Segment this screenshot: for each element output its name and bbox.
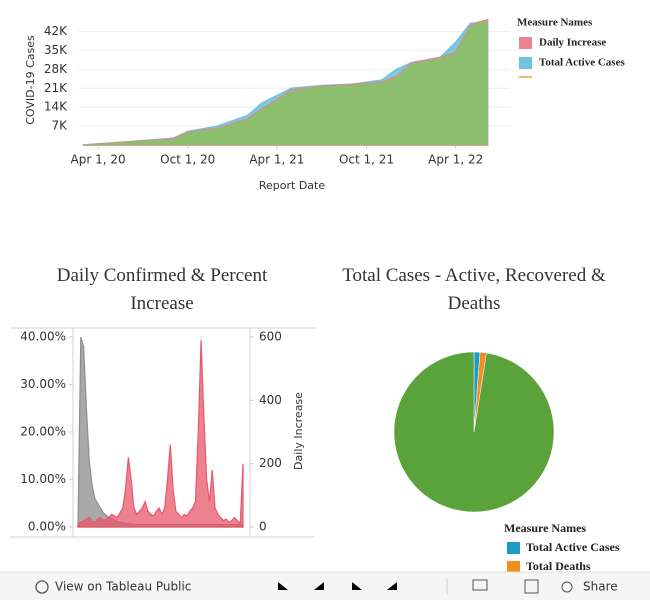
y-tick-label: 42K: [44, 24, 68, 38]
x-tick-label: Apr 1, 22: [428, 153, 483, 167]
legend-label: Total Deaths: [526, 559, 591, 573]
toolbar-link[interactable]: Share: [583, 580, 618, 594]
redo[interactable]: [314, 582, 324, 590]
chart-title: Total Cases - Active, Recovered & Deaths: [342, 265, 606, 314]
y-tick-label: 0.00%: [28, 520, 66, 534]
legend-swatch: [519, 37, 532, 49]
series-area: [77, 336, 244, 528]
download[interactable]: [472, 579, 488, 591]
y-axis-title: COVID-19 Cases: [24, 35, 37, 125]
legend-swatch: [507, 561, 520, 573]
fullscreen[interactable]: [524, 579, 539, 594]
legend-label: Daily Increase: [539, 37, 606, 49]
x-tick-label: Apr 1, 21: [249, 153, 304, 167]
legend-title: Measure Names: [504, 521, 586, 535]
area: [82, 20, 488, 146]
view-on-public[interactable]: View on Tableau Public: [35, 580, 191, 594]
y-tick-label: 28K: [44, 62, 68, 76]
y2-tick-label: 200: [259, 456, 282, 470]
legend-label: Total Active Cases: [526, 540, 620, 554]
y-tick-label: 35K: [44, 43, 68, 57]
y-tick-label: 7K: [51, 119, 68, 133]
y2-tick-label: 0: [259, 520, 267, 534]
revert[interactable]: [352, 582, 362, 590]
y-tick-label: 40.00%: [20, 330, 66, 344]
y2-axis-title: Daily Increase: [292, 392, 305, 470]
y-tick-label: 21K: [44, 81, 68, 95]
x-tick-label: Oct 1, 21: [339, 153, 394, 167]
y-tick-label: 30.00%: [20, 377, 66, 391]
legend-title: Measure Names: [517, 17, 593, 29]
x-axis-title: Report Date: [259, 179, 325, 192]
share-button[interactable]: Share: [561, 580, 618, 594]
y2-tick-label: 600: [259, 330, 282, 344]
y-tick-label: 10.00%: [20, 472, 66, 486]
y-tick-label: 20.00%: [20, 425, 66, 439]
legend-swatch: [507, 542, 520, 554]
refresh[interactable]: [387, 582, 397, 590]
undo[interactable]: [278, 582, 288, 590]
chart-title: Daily Confirmed & Percent Increase: [57, 265, 268, 314]
icon: [561, 581, 573, 593]
y-tick-label: 14K: [44, 100, 68, 114]
pie-slice: [393, 351, 555, 513]
y2-tick-label: 400: [259, 393, 282, 407]
legend-swatch: [519, 57, 532, 69]
x-tick-label: Apr 1, 20: [71, 153, 126, 167]
series-area: [77, 340, 244, 528]
toolbar: [0, 572, 650, 600]
x-tick-label: Oct 1, 20: [160, 153, 215, 167]
icon: [35, 580, 49, 594]
legend-label: Total Active Cases: [539, 57, 625, 69]
toolbar-link[interactable]: View on Tableau Public: [55, 580, 191, 594]
